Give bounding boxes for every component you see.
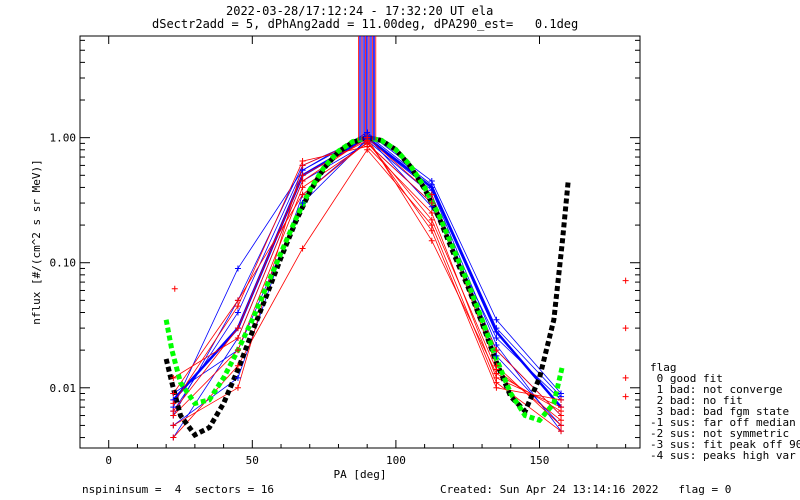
data-point-red xyxy=(428,237,435,244)
outlier-point xyxy=(171,285,178,292)
x-axis-label: PA [deg] xyxy=(334,468,387,481)
data-point-blue xyxy=(428,178,435,185)
data-point-blue xyxy=(493,341,500,348)
data-point-blue xyxy=(558,390,565,397)
outlier-point xyxy=(622,325,629,332)
axes-group: 0 50 100 150 0.01 0.10 1.00 xyxy=(50,36,640,467)
data-point-red xyxy=(428,222,435,229)
data-point-red xyxy=(428,227,435,234)
legend-item: -4 sus: peaks high var xyxy=(650,449,796,462)
data-point-red xyxy=(170,400,177,407)
data-point-red xyxy=(558,396,565,403)
data-point-red xyxy=(234,335,241,342)
x-tick-label: 100 xyxy=(386,454,406,467)
marker-group xyxy=(170,129,629,441)
data-point-red xyxy=(299,178,306,185)
series-line-red xyxy=(173,149,562,438)
data-point-red xyxy=(170,408,177,415)
data-point-red xyxy=(170,390,177,397)
x-tick-label: 0 xyxy=(105,454,112,467)
data-point-blue xyxy=(234,374,241,381)
data-point-red xyxy=(428,191,435,198)
data-point-red xyxy=(170,422,177,429)
legend-item: 0 good fit xyxy=(650,372,723,385)
y-axis-label: nflux [#/(cm^2 s sr MeV)] xyxy=(30,159,43,325)
chart-title-line-2: dSectr2add = 5, dPhAng2add = 11.00deg, d… xyxy=(152,17,579,31)
outlier-point xyxy=(622,393,629,400)
data-point-blue xyxy=(493,325,500,332)
legend-item: 2 bad: no fit xyxy=(650,394,743,407)
data-point-red xyxy=(364,134,371,141)
legend-item: -2 sus: not symmetric xyxy=(650,427,790,440)
data-point-red xyxy=(234,362,241,369)
outlier-point xyxy=(622,277,629,284)
y-tick-label: 1.00 xyxy=(50,132,77,145)
data-point-blue xyxy=(493,335,500,342)
data-point-blue xyxy=(493,352,500,359)
y-tick-label: 0.10 xyxy=(50,257,77,270)
data-point-red xyxy=(428,209,435,216)
legend-title: flag xyxy=(650,361,677,374)
series-line-blue xyxy=(172,142,562,438)
data-point-red xyxy=(299,191,306,198)
data-point-red xyxy=(428,216,435,223)
legend-item: -1 sus: far off median xyxy=(650,416,796,429)
data-point-red xyxy=(299,172,306,179)
data-point-red xyxy=(364,146,371,153)
data-point-red xyxy=(299,158,306,165)
x-tick-label: 150 xyxy=(530,454,550,467)
peak-spikes xyxy=(358,36,377,141)
outlier-point xyxy=(622,374,629,381)
data-point-red xyxy=(493,347,500,354)
series-line-red xyxy=(173,146,562,408)
data-point-red xyxy=(234,384,241,391)
data-point-red xyxy=(234,303,241,310)
data-point-red xyxy=(493,379,500,386)
data-point-red xyxy=(170,374,177,381)
data-point-red xyxy=(493,370,500,377)
data-point-red xyxy=(558,428,565,435)
series-group xyxy=(172,132,562,438)
legend-item: -3 sus: fit peak off 90 xyxy=(650,438,800,451)
data-point-red xyxy=(558,417,565,424)
chart-title-line-1: 2022-03-28/17:12:24 - 17:32:20 UT ela xyxy=(226,4,494,18)
y-tick-label: 0.01 xyxy=(50,382,77,395)
data-point-red xyxy=(299,184,306,191)
footer-right: Created: Sun Apr 24 13:14:16 2022 flag =… xyxy=(440,483,732,496)
footer-left: nspininsum = 4 sectors = 16 xyxy=(82,483,275,496)
fit-group xyxy=(163,135,571,439)
data-point-blue xyxy=(493,316,500,323)
legend-item: 3 bad: bad fgm state xyxy=(650,405,790,418)
data-point-red xyxy=(234,297,241,304)
data-point-red xyxy=(558,422,565,429)
legend-item: 1 bad: not converge xyxy=(650,383,783,396)
data-point-red xyxy=(428,200,435,207)
data-point-red xyxy=(493,384,500,391)
data-point-blue xyxy=(234,265,241,272)
data-point-red xyxy=(558,408,565,415)
data-point-red xyxy=(170,434,177,441)
data-point-blue xyxy=(234,309,241,316)
data-point-red xyxy=(299,245,306,252)
data-point-red xyxy=(234,347,241,354)
data-point-blue xyxy=(299,200,306,207)
x-tick-label: 50 xyxy=(246,454,259,467)
data-point-red xyxy=(234,325,241,332)
